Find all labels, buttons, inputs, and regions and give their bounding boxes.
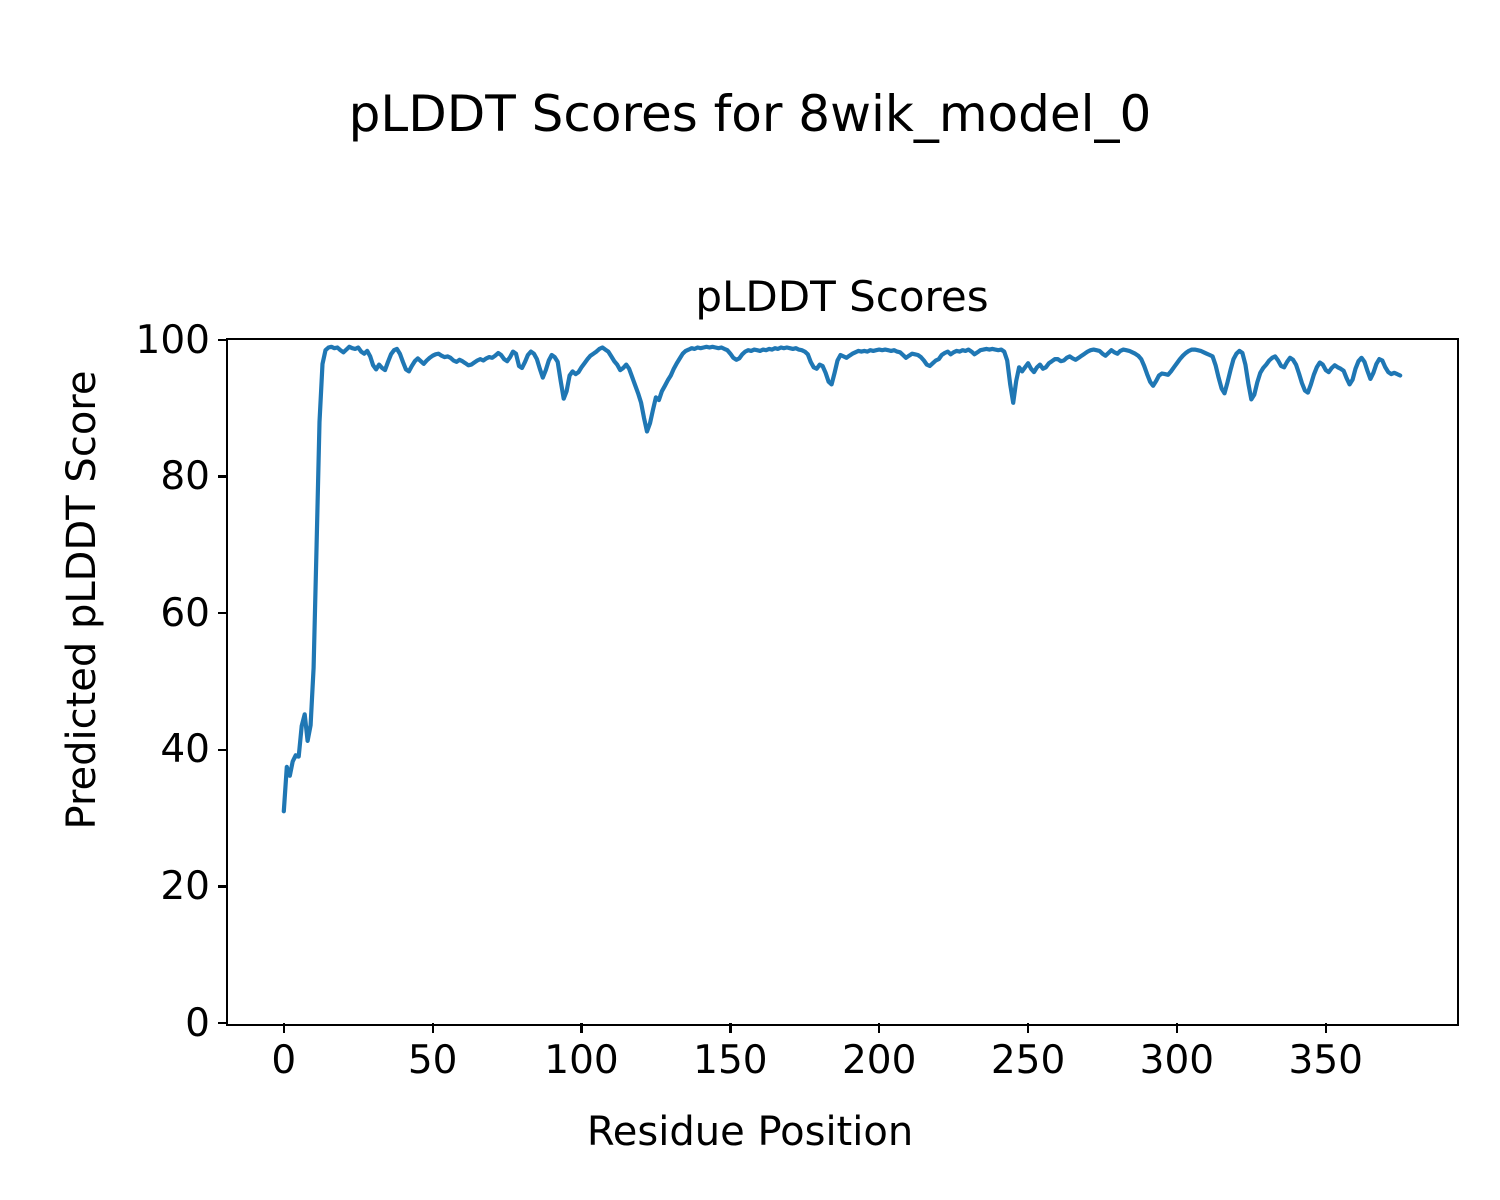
x-tick-label: 100 [544, 1038, 619, 1083]
y-tick-label: 0 [185, 1000, 210, 1046]
plot-area [226, 338, 1459, 1026]
figure-suptitle: pLDDT Scores for 8wik_model_0 [348, 85, 1152, 143]
y-tick-label: 80 [160, 454, 210, 500]
x-tick-label: 350 [1288, 1038, 1363, 1083]
x-axis-label: Residue Position [586, 1109, 914, 1155]
y-tick-label: 60 [160, 590, 210, 636]
x-tick-mark [1324, 1023, 1327, 1033]
x-tick-mark [1026, 1023, 1030, 1033]
x-tick-mark [282, 1023, 285, 1033]
x-tick-label: 50 [407, 1038, 458, 1083]
x-tick-mark [580, 1023, 583, 1033]
y-tick-mark [218, 612, 228, 615]
axes-title: pLDDT Scores [695, 272, 989, 321]
x-tick-label: 300 [1139, 1038, 1215, 1083]
x-tick-mark [729, 1023, 732, 1033]
x-tick-mark [1175, 1023, 1179, 1033]
plddt-line [281, 344, 1403, 814]
y-tick-mark [218, 338, 228, 342]
x-tick-mark [431, 1023, 434, 1033]
y-tick-label: 20 [160, 863, 210, 909]
y-tick-mark [218, 1021, 228, 1025]
y-tick-mark [218, 748, 228, 751]
y-tick-label: 40 [160, 727, 210, 773]
x-tick-label: 250 [990, 1038, 1066, 1083]
x-tick-mark [878, 1023, 881, 1033]
plddt-line-chart [281, 344, 1403, 814]
y-tick-label: 100 [135, 317, 210, 363]
y-tick-mark [218, 885, 228, 888]
x-tick-label: 0 [271, 1038, 297, 1083]
y-tick-mark [218, 475, 228, 478]
x-tick-label: 200 [841, 1038, 917, 1083]
x-tick-label: 150 [693, 1038, 768, 1083]
